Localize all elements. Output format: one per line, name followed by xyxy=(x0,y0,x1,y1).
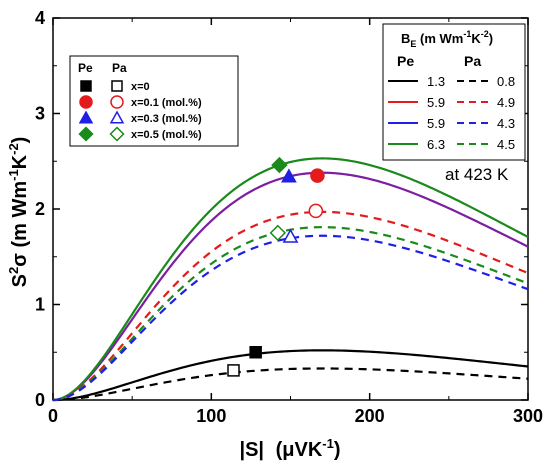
axis-ticks: 0 100 200 300 0 1 2 3 4 xyxy=(35,8,543,426)
curve-1 xyxy=(52,367,529,402)
legend-value-pa: 4.9 xyxy=(497,95,515,110)
marker-diamond-filled xyxy=(271,156,288,174)
curve-4 xyxy=(52,210,529,402)
legend-value-pe: 5.9 xyxy=(427,116,445,131)
y-axis-label-sigma: σ (m Wm xyxy=(9,181,31,267)
legend-sample-label: x=0.1 (mol.%) xyxy=(131,97,202,109)
legend-symbol-pa-diamond xyxy=(109,126,125,142)
legend-be-title-close: ) xyxy=(489,31,493,46)
x-axis-label-units: (μVK xyxy=(276,439,323,461)
curve-0 xyxy=(52,349,529,402)
legend-value-pa: 4.5 xyxy=(497,137,515,152)
legend-be-title-b: B xyxy=(401,31,410,46)
legend-symbol-pe-circle xyxy=(79,95,93,109)
y-tick-label: 3 xyxy=(35,104,45,124)
legend-sample-label: x=0.3 (mol.%) xyxy=(131,113,202,125)
legend-value-pa: 0.8 xyxy=(497,74,515,89)
legend-value-pa: 4.3 xyxy=(497,116,515,131)
legend-samples-header-pa: Pa xyxy=(112,61,127,75)
legend-be-title-units: (m Wm xyxy=(416,31,463,46)
y-axis-label-k: K xyxy=(9,154,31,169)
marker-square-filled xyxy=(249,346,262,359)
y-axis-label-exp1: -1 xyxy=(6,169,21,181)
y-axis-label-exp2: -2 xyxy=(6,143,21,155)
legend-samples: Pe Pa x=0 x=0.1 (mol.%) x=0.3 (mol.%) x=0.5… xyxy=(69,55,239,147)
legend-be-title-k: K xyxy=(471,31,481,46)
y-tick-label: 0 xyxy=(35,390,45,410)
marker-square-open xyxy=(227,364,240,377)
legend-symbol-pa-square xyxy=(111,80,123,92)
marker-diamond-open xyxy=(269,224,287,242)
x-tick-label: 300 xyxy=(513,406,543,426)
y-axis-label-s: S xyxy=(9,274,31,287)
marker-circle-open xyxy=(308,203,324,219)
marker-circle-filled xyxy=(310,168,325,183)
legend-symbol-pe-triangle xyxy=(78,110,94,124)
curves xyxy=(52,157,529,402)
legend-symbol-pe-diamond xyxy=(78,126,94,142)
legend-symbol-pa-circle xyxy=(110,95,124,109)
marker-triangle-filled xyxy=(281,168,297,183)
legend-be-header-pe: Pe xyxy=(397,53,414,69)
x-axis-label-exp: -1 xyxy=(322,436,334,451)
legend-samples-header-pe: Pe xyxy=(78,61,93,75)
x-axis-label-prefix: |S| xyxy=(239,439,264,461)
legend-be-box xyxy=(382,23,526,161)
x-axis-label: |S| (μVK-1) xyxy=(239,436,340,461)
legend-be-title-exp1: -1 xyxy=(463,29,471,39)
x-tick-label: 200 xyxy=(355,406,385,426)
legend-value-pe: 5.9 xyxy=(427,95,445,110)
y-axis-label: S2σ (m Wm-1K-2) xyxy=(6,137,31,288)
legend-symbol-pa-triangle xyxy=(109,110,125,124)
x-axis-label-close: ) xyxy=(334,439,341,461)
curve-2 xyxy=(52,171,529,402)
x-tick-label: 0 xyxy=(48,406,58,426)
data-markers xyxy=(227,156,325,377)
legend-be: BE (m Wm-1K-2) Pe Pa 1.3 0.8 5.9 4.9 5.9 4.3 6… xyxy=(382,23,526,161)
legend-be-header-pa: Pa xyxy=(464,53,481,69)
legend-value-pe: 1.3 xyxy=(427,74,445,89)
curve-3 xyxy=(52,157,529,402)
y-axis-label-sup: 2 xyxy=(6,267,21,274)
legend-be-rows: 1.3 0.8 5.9 4.9 5.9 4.3 6.3 4.5 xyxy=(388,74,515,152)
legend-be-title: BE (m Wm-1K-2) xyxy=(401,29,493,49)
legend-be-title-exp2: -2 xyxy=(481,29,489,39)
curve-6 xyxy=(52,234,529,402)
y-tick-label: 1 xyxy=(35,295,45,315)
y-axis-label-close: ) xyxy=(9,137,31,144)
legend-symbol-pe-square xyxy=(80,80,92,92)
temperature-annotation: at 423 K xyxy=(445,165,509,184)
marker-triangle-open xyxy=(282,228,299,243)
legend-be-title-sub: E xyxy=(410,39,416,49)
legend-value-pe: 6.3 xyxy=(427,137,445,152)
legend-sample-label: x=0 xyxy=(131,81,150,93)
y-tick-label: 2 xyxy=(35,199,45,219)
legend-samples-entries: x=0 x=0.1 (mol.%) x=0.3 (mol.%) x=0.5 (mol.… xyxy=(78,80,202,142)
legend-sample-label: x=0.5 (mol.%) xyxy=(131,129,202,141)
x-tick-label: 100 xyxy=(196,406,226,426)
legend-samples-box xyxy=(69,55,239,147)
y-tick-label: 4 xyxy=(35,8,45,28)
